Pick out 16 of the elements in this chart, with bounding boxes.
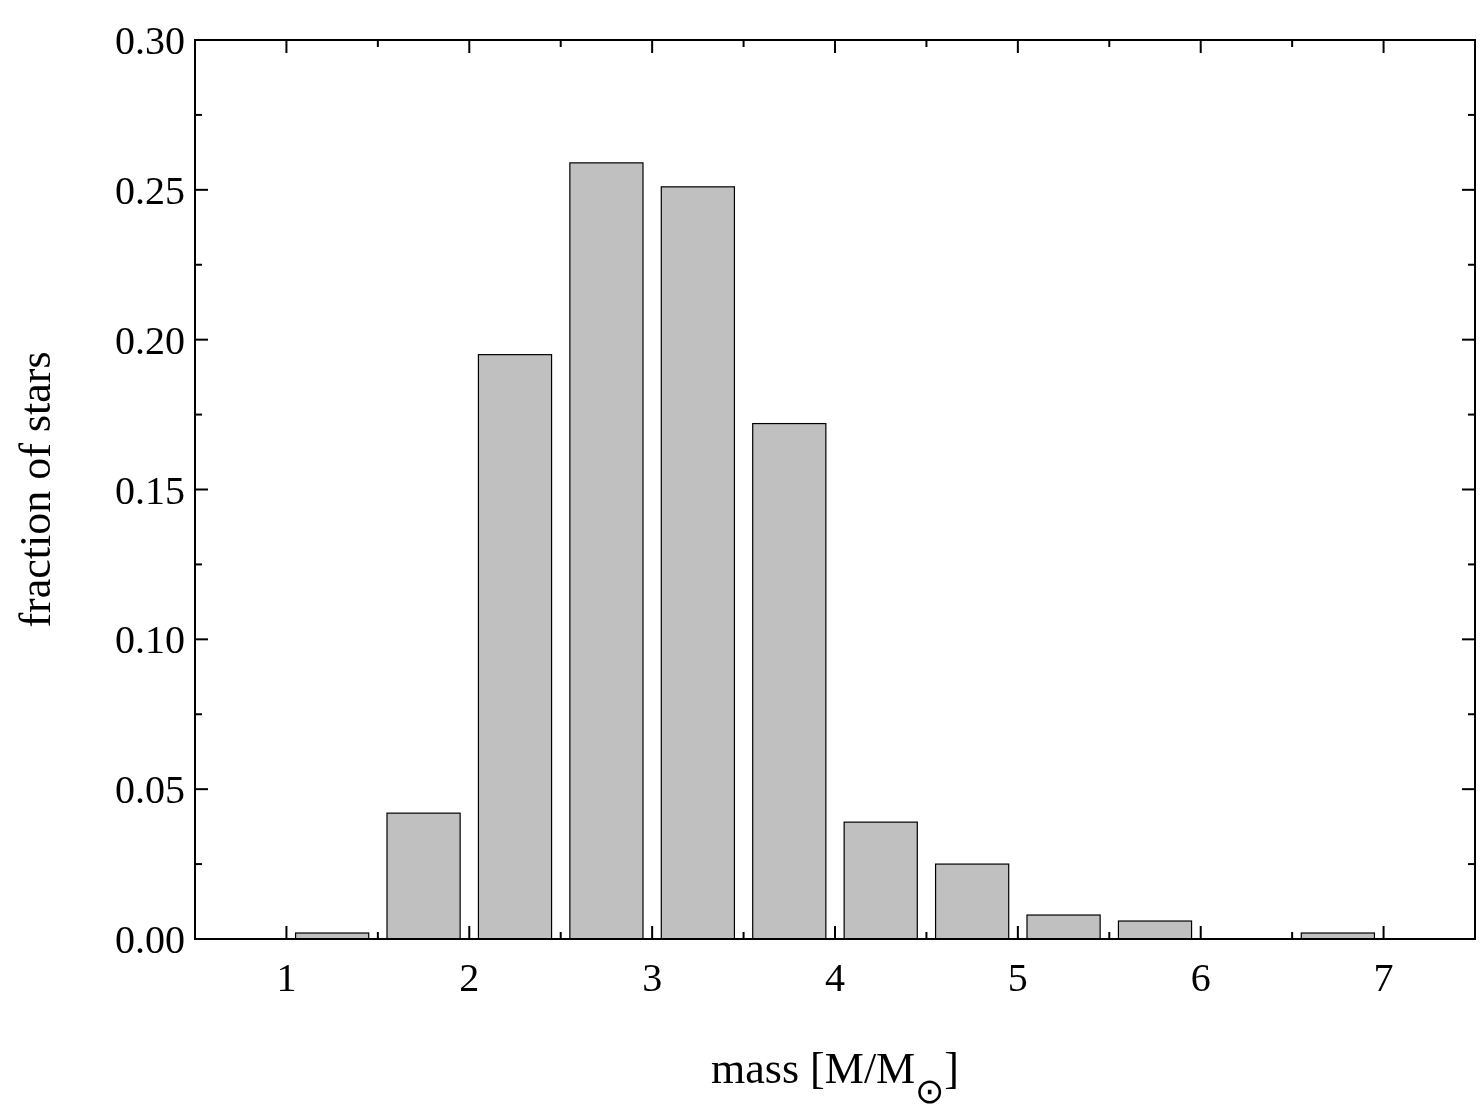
y-tick-label: 0.20: [115, 317, 185, 363]
y-tick-label: 0.00: [115, 917, 185, 962]
x-tick-label: 4: [825, 955, 845, 1000]
y-tick-label: 0.15: [115, 467, 185, 513]
x-tick-label: 6: [1190, 955, 1211, 1000]
x-tick-label: 7: [1373, 955, 1394, 1000]
y-tick-label: 0.25: [115, 167, 185, 213]
y-tick-label: 0.30: [115, 18, 185, 63]
x-tick-label: 3: [642, 955, 663, 1000]
x-tick-label: 5: [1007, 955, 1028, 1000]
y-tick-label: 0.10: [115, 617, 185, 663]
x-tick-label: 1: [276, 955, 297, 1000]
y-axis-title: fraction of stars: [11, 351, 60, 628]
x-axis-title: mass [M/M$_{⊙}$]: [711, 1044, 959, 1111]
y-tick-label: 0.05: [115, 767, 185, 813]
x-tick-label: 2: [459, 955, 480, 1000]
